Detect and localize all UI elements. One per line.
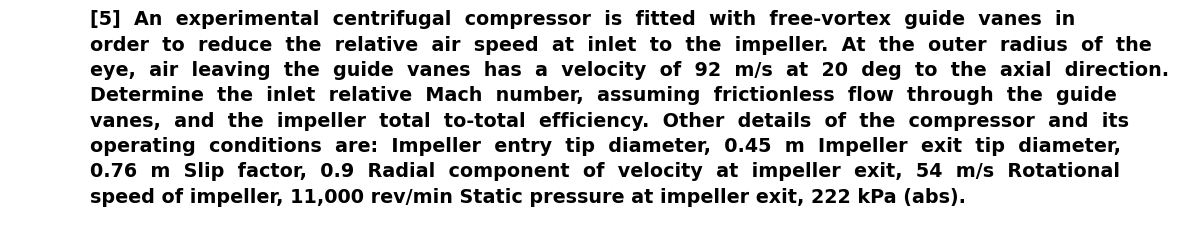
Text: [5]  An  experimental  centrifugal  compressor  is  fitted  with  free-vortex  g: [5] An experimental centrifugal compress…: [90, 10, 1169, 206]
